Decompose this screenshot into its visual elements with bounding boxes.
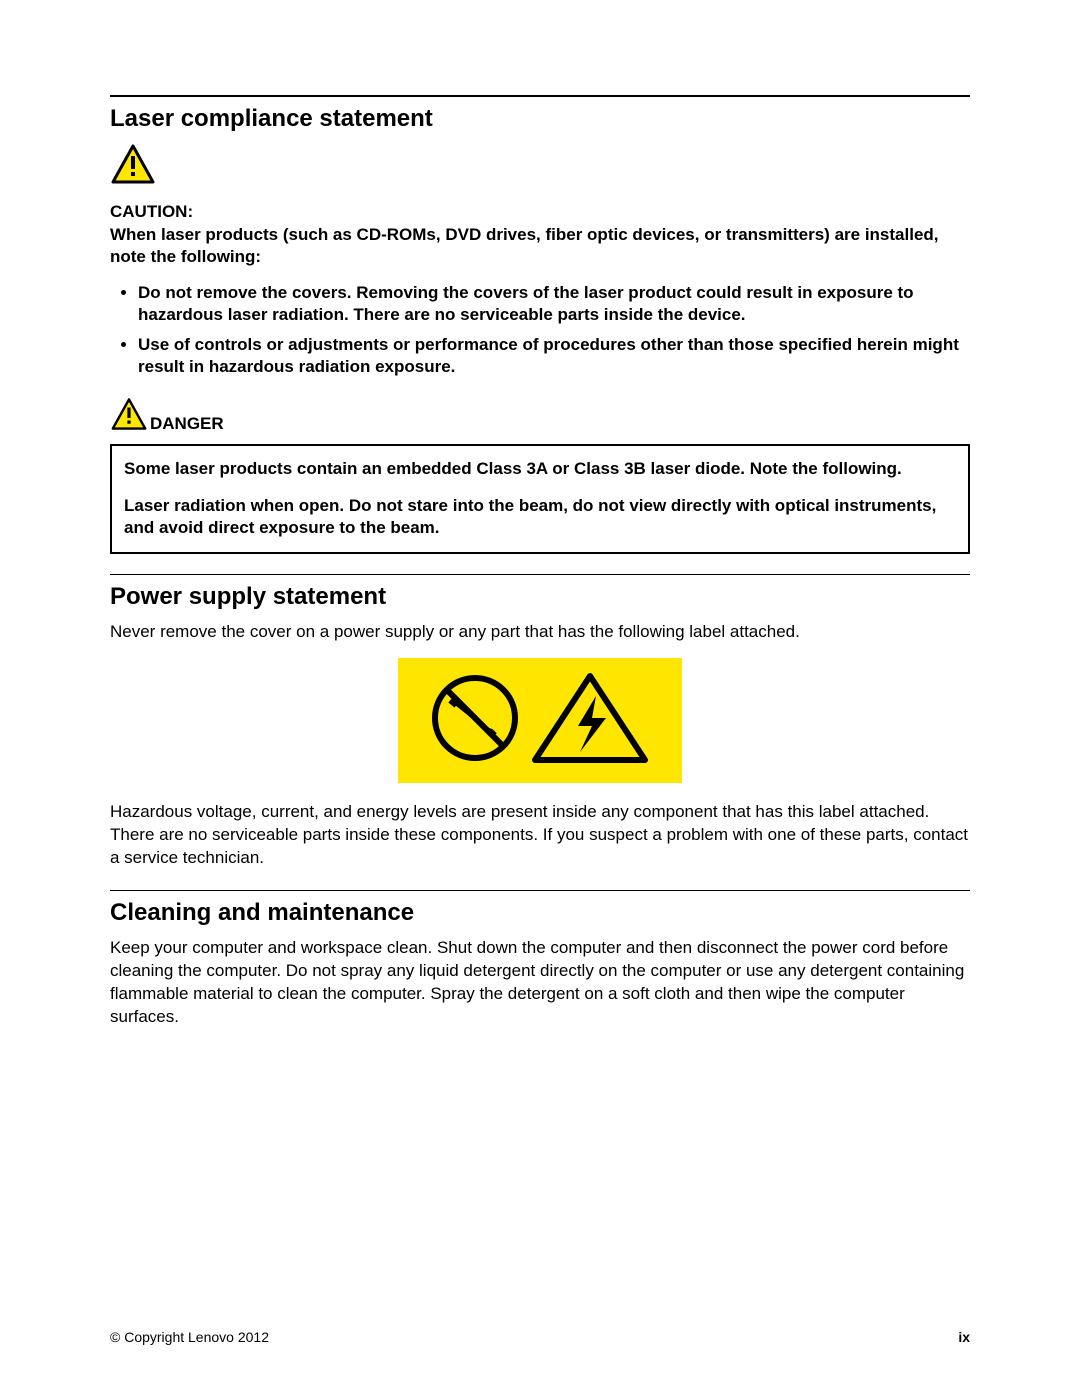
cleaning-body-text: Keep your computer and workspace clean. …	[110, 937, 970, 1029]
document-page: Laser compliance statement CAUTION: When…	[0, 0, 1080, 1397]
heading-power-supply: Power supply statement	[110, 583, 970, 611]
hazard-label	[398, 658, 682, 783]
copyright-text: © Copyright Lenovo 2012	[110, 1329, 269, 1345]
section-rule	[110, 574, 970, 575]
caution-bullet: Use of controls or adjustments or perfor…	[138, 334, 970, 378]
page-footer: © Copyright Lenovo 2012 ix	[110, 1329, 970, 1345]
heading-laser-compliance: Laser compliance statement	[110, 105, 970, 133]
caution-bullet-list: Do not remove the covers. Removing the c…	[110, 282, 970, 378]
section-rule	[110, 95, 970, 97]
page-number: ix	[958, 1329, 970, 1345]
caution-intro-text: When laser products (such as CD-ROMs, DV…	[110, 224, 970, 268]
danger-heading-row: DANGER	[110, 397, 970, 436]
section-rule	[110, 890, 970, 891]
heading-cleaning: Cleaning and maintenance	[110, 899, 970, 927]
danger-icon	[110, 397, 148, 436]
danger-text-1: Some laser products contain an embedded …	[124, 458, 956, 481]
danger-label: DANGER	[150, 414, 224, 436]
caution-label: CAUTION:	[110, 202, 970, 222]
power-supply-after-text: Hazardous voltage, current, and energy l…	[110, 801, 970, 870]
electrical-hazard-icon	[535, 676, 645, 760]
power-supply-intro: Never remove the cover on a power supply…	[110, 621, 970, 644]
hazard-label-figure	[110, 658, 970, 783]
caution-icon	[110, 143, 156, 190]
do-not-open-icon	[435, 678, 515, 758]
danger-text-2: Laser radiation when open. Do not stare …	[124, 495, 956, 541]
caution-bullet: Do not remove the covers. Removing the c…	[138, 282, 970, 326]
danger-box: Some laser products contain an embedded …	[110, 444, 970, 555]
